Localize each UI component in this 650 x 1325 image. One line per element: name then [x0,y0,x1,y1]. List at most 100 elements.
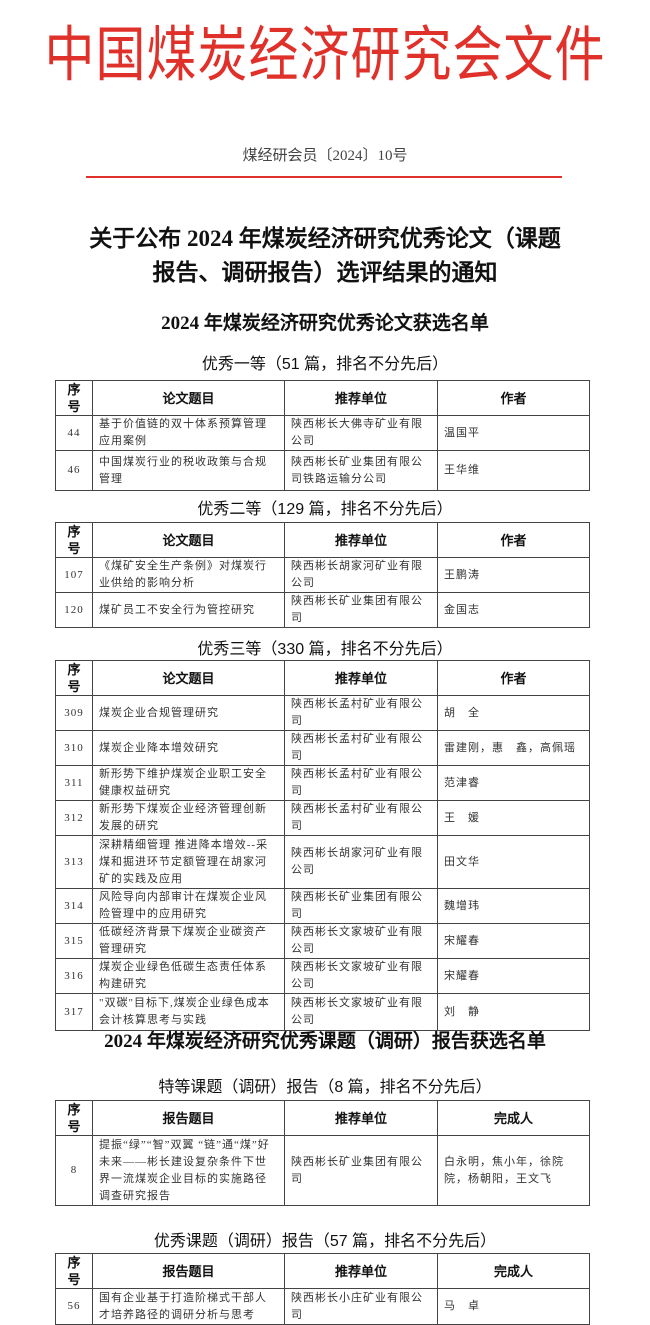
cell-author: 宋耀春 [437,923,590,959]
cell-author: 田文华 [437,835,590,889]
column-header-unit: 推荐单位 [284,660,438,696]
cell-title: 新形势下维护煤炭企业职工安全健康权益研究 [92,765,285,801]
cell-unit: 陕西彬长矿业集团有限公司铁路运输分公司 [284,450,438,491]
cell-author: 王鹏涛 [437,557,590,593]
table-row: 313 深耕精细管理 推进降本增效--采煤和掘进环节定额管理在胡家河矿的实践及应用… [55,835,590,889]
cell-author: 范津睿 [437,765,590,801]
column-header-seq: 序号 [55,1253,93,1289]
table-row: 315 低碳经济背景下煤炭企业碳资产管理研究 陕西彬长文家坡矿业有限公司 宋耀春 [55,923,590,959]
column-header-seq: 序号 [55,522,93,558]
table-header-row: 序号 报告题目 推荐单位 完成人 [55,1253,590,1289]
cell-seq: 120 [55,592,93,628]
cell-unit: 陕西彬长大佛寺矿业有限公司 [284,415,438,451]
notice-title: 关于公布 2024 年煤炭经济研究优秀论文（课题 报告、调研报告）选评结果的通知 [0,222,650,290]
column-header-author: 完成人 [437,1100,590,1136]
table-row: 316 煤炭企业绿色低碳生态责任体系构建研究 陕西彬长文家坡矿业有限公司 宋耀春 [55,958,590,994]
table-row: 309 煤炭企业合规管理研究 陕西彬长孟村矿业有限公司胡 全 [55,695,590,731]
cell-unit: 陕西彬长孟村矿业有限公司 [284,800,438,836]
reports-table: 序号 报告题目 推荐单位 完成人 56 国有企业基于打造阶梯式干部人才培养路径的调研分析与… [55,1253,590,1325]
table-row: 46 中国煤炭行业的税收政策与合规管理 陕西彬长矿业集团有限公司铁路运输分公司 王华维 [55,450,590,491]
cell-author: 温国平 [437,415,590,451]
cell-seq: 310 [55,730,93,766]
table-header-row: 序号 论文题目 推荐单位 作者 [55,660,590,696]
notice-title-line-1: 关于公布 2024 年煤炭经济研究优秀论文（课题 [89,226,561,251]
cell-seq: 311 [55,765,93,801]
column-header-unit: 推荐单位 [284,1100,438,1136]
section-heading: 优秀一等（51 篇，排名不分先后） [201,356,449,373]
papers-table: 序号 论文题目 推荐单位 作者 309 煤炭企业合规管理研究 陕西彬长孟村矿业有限公司胡 全… [55,660,590,1031]
table-row: 107 《煤矿安全生产条例》对煤炭行业供给的影响分析 陕西彬长胡家河矿业有限公司 王鹏… [55,557,590,593]
cell-unit: 陕西彬长文家坡矿业有限公司 [284,923,438,959]
cell-title: 煤炭企业降本增效研究 [92,730,285,766]
red-divider [86,176,562,178]
cell-title: 基于价值链的双十体系预算管理应用案例 [92,415,285,451]
column-header-title: 论文题目 [92,380,285,416]
cell-unit: 陕西彬长孟村矿业有限公司 [284,765,438,801]
table-row: 311 新形势下维护煤炭企业职工安全健康权益研究 陕西彬长孟村矿业有限公司 范津睿 [55,765,590,801]
cell-author: 王华维 [437,450,590,491]
cell-author: 马 卓 [437,1288,590,1325]
cell-unit: 陕西彬长矿业集团有限公司 [284,592,438,628]
column-header-author: 作者 [437,380,590,416]
cell-seq: 46 [55,450,93,491]
org-title: 中国煤炭经济研究会文件 [44,21,606,89]
cell-title: 煤矿员工不安全行为管控研究 [92,592,285,628]
cell-seq: 309 [55,695,93,731]
column-header-author: 作者 [437,660,590,696]
cell-author: 金国志 [437,592,590,628]
cell-author: 白永明，焦小年，徐院院，杨朝阳，王文飞 [437,1135,590,1206]
cell-seq: 56 [55,1288,93,1325]
cell-author: 魏增玮 [437,888,590,924]
cell-author: 雷建刚，惠 鑫，高佩瑶 [437,730,590,766]
table-header-row: 序号 论文题目 推荐单位 作者 [55,380,590,416]
cell-seq: 314 [55,888,93,924]
table-header-row: 序号 论文题目 推荐单位 作者 [55,522,590,558]
table-row: 317 "双碳"目标下,煤炭企业绿色成本会计核算思考与实践 陕西彬长文家坡矿业有限公… [55,993,590,1031]
cell-seq: 8 [55,1135,93,1206]
cell-unit: 陕西彬长文家坡矿业有限公司 [284,958,438,994]
reports-list-title: 2024 年煤炭经济研究优秀课题（调研）报告获选名单 [104,1031,546,1052]
cell-title: 新形势下煤炭企业经济管理创新发展的研究 [92,800,285,836]
cell-title: 《煤矿安全生产条例》对煤炭行业供给的影响分析 [92,557,285,593]
section-heading: 优秀课题（调研）报告（57 篇，排名不分先后） [153,1233,497,1250]
cell-seq: 315 [55,923,93,959]
column-header-title: 报告题目 [92,1253,285,1289]
section-heading: 特等课题（调研）报告（8 篇，排名不分先后） [158,1079,492,1096]
cell-title: 煤炭企业绿色低碳生态责任体系构建研究 [92,958,285,994]
table-row: 310 煤炭企业降本增效研究 陕西彬长孟村矿业有限公司 雷建刚，惠 鑫，高佩瑶 [55,730,590,766]
cell-title: 提振“绿”“智”双翼 “链”通“煤”好未来——彬长建设复杂条件下世界一流煤炭企业… [92,1135,285,1206]
cell-title: 国有企业基于打造阶梯式干部人才培养路径的调研分析与思考 [92,1288,285,1325]
cell-unit: 陕西彬长矿业集团有限公司 [284,1135,438,1206]
cell-seq: 312 [55,800,93,836]
cell-unit: 陕西彬长孟村矿业有限公司 [284,730,438,766]
papers-table: 序号 论文题目 推荐单位 作者 44 基于价值链的双十体系预算管理应用案例 陕西彬长大佛寺矿… [55,380,590,491]
column-header-unit: 推荐单位 [284,522,438,558]
table-row: 56 国有企业基于打造阶梯式干部人才培养路径的调研分析与思考 陕西彬长小庄矿业有限公… [55,1288,590,1325]
cell-unit: 陕西彬长孟村矿业有限公司 [284,695,438,731]
reports-table: 序号 报告题目 推荐单位 完成人 8 提振“绿”“智”双翼 “链”通“煤”好未来——彬长建… [55,1100,590,1206]
table-row: 120 煤矿员工不安全行为管控研究 陕西彬长矿业集团有限公司 金国志 [55,592,590,628]
cell-unit: 陕西彬长胡家河矿业有限公司 [284,557,438,593]
cell-author: 刘 静 [437,993,590,1031]
table-row: 8 提振“绿”“智”双翼 “链”通“煤”好未来——彬长建设复杂条件下世界一流煤炭企… [55,1135,590,1206]
section-heading: 优秀二等（129 篇，排名不分先后） [197,501,453,518]
notice-title-line-2: 报告、调研报告）选评结果的通知 [152,260,498,285]
cell-author: 王 媛 [437,800,590,836]
cell-unit: 陕西彬长文家坡矿业有限公司 [284,993,438,1031]
cell-title: 风险导向内部审计在煤炭企业风险管理中的应用研究 [92,888,285,924]
column-header-author: 作者 [437,522,590,558]
cell-unit: 陕西彬长胡家河矿业有限公司 [284,835,438,889]
cell-seq: 313 [55,835,93,889]
cell-title: 低碳经济背景下煤炭企业碳资产管理研究 [92,923,285,959]
cell-title: 煤炭企业合规管理研究 [92,695,285,731]
column-header-seq: 序号 [55,380,93,416]
cell-title: 中国煤炭行业的税收政策与合规管理 [92,450,285,491]
cell-author: 宋耀春 [437,958,590,994]
column-header-author: 完成人 [437,1253,590,1289]
column-header-unit: 推荐单位 [284,1253,438,1289]
cell-seq: 316 [55,958,93,994]
cell-unit: 陕西彬长小庄矿业有限公司 [284,1288,438,1325]
column-header-title: 论文题目 [92,522,285,558]
column-header-seq: 序号 [55,660,93,696]
cell-author: 胡 全 [437,695,590,731]
